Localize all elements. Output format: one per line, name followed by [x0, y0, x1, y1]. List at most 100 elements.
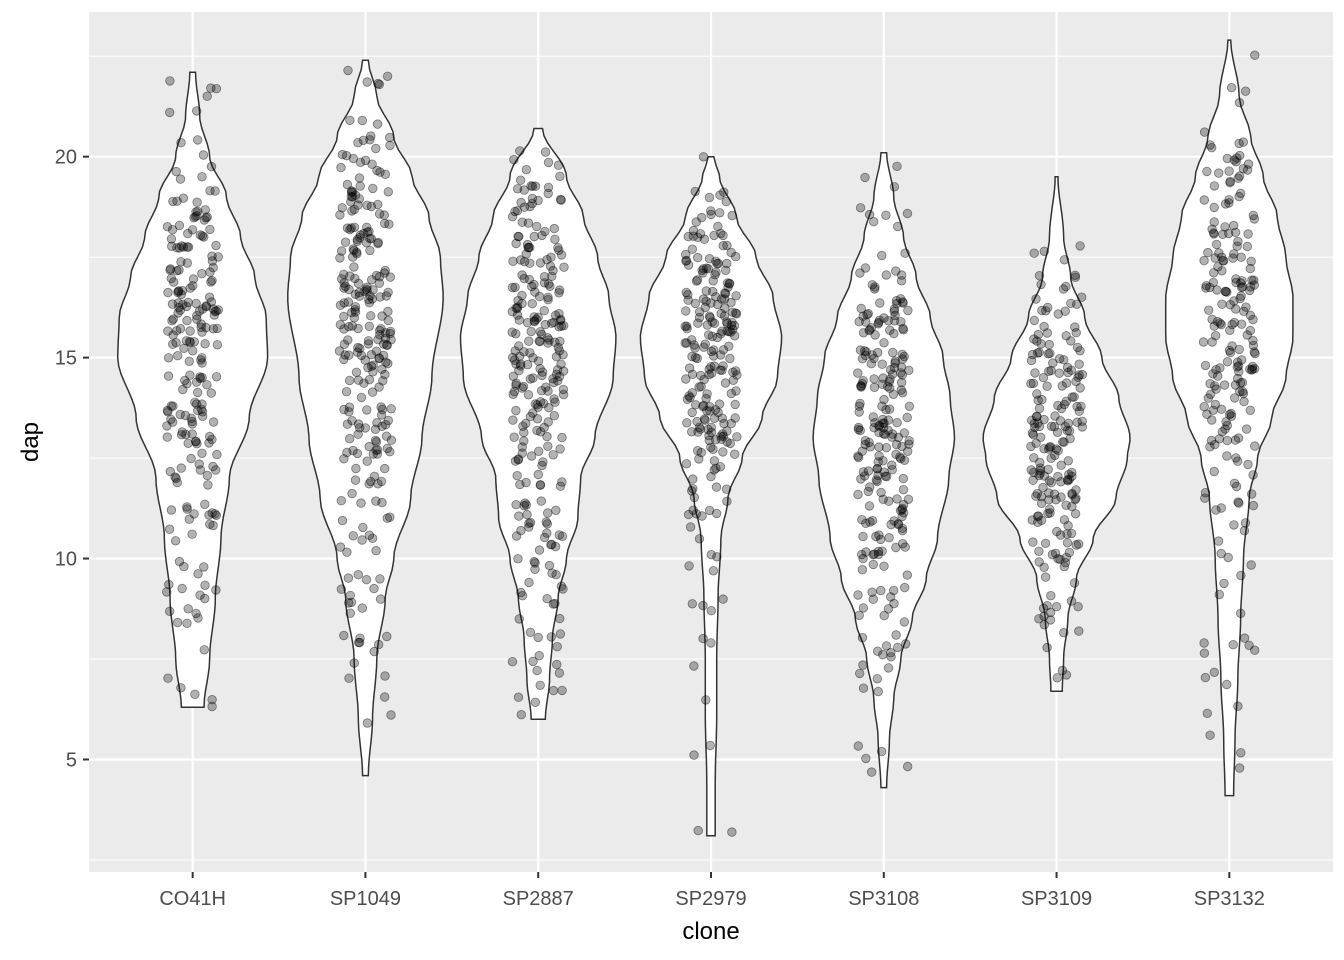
data-point — [1224, 345, 1235, 356]
data-point — [529, 316, 540, 326]
data-point — [869, 549, 880, 559]
data-point — [1249, 645, 1260, 655]
data-point — [382, 443, 393, 454]
data-point — [514, 614, 524, 624]
data-point — [344, 673, 354, 683]
data-point — [171, 326, 182, 336]
data-point — [720, 303, 730, 313]
data-point — [1036, 498, 1047, 509]
data-point — [1208, 369, 1218, 379]
data-point — [1026, 415, 1037, 426]
data-point — [1077, 416, 1087, 427]
data-point — [376, 402, 386, 412]
data-point — [513, 554, 523, 564]
data-point — [877, 250, 887, 261]
data-point — [853, 452, 864, 463]
data-point — [1028, 378, 1039, 389]
data-point — [171, 338, 181, 348]
data-point — [723, 282, 733, 293]
data-point — [1248, 340, 1259, 351]
data-point — [1240, 518, 1251, 528]
data-point — [551, 352, 562, 362]
data-point — [867, 587, 877, 597]
data-point — [904, 365, 914, 376]
data-point — [1036, 492, 1047, 502]
data-point — [706, 427, 717, 438]
data-point — [1211, 239, 1222, 250]
data-point — [681, 287, 692, 298]
data-point — [337, 515, 348, 526]
data-point — [512, 302, 523, 312]
data-point — [878, 650, 888, 660]
data-point — [206, 277, 216, 287]
data-point — [202, 380, 212, 390]
data-point — [1040, 572, 1051, 582]
data-point — [717, 365, 727, 376]
y-tick-label: 5 — [66, 749, 77, 771]
data-point — [715, 462, 726, 472]
data-point — [689, 661, 699, 671]
data-point — [374, 353, 384, 363]
data-point — [204, 292, 215, 302]
data-point — [1222, 287, 1232, 297]
data-point — [1246, 256, 1256, 267]
data-point — [1029, 453, 1039, 463]
data-point — [1231, 277, 1241, 288]
data-point — [708, 444, 718, 455]
data-point — [885, 374, 895, 384]
data-point — [372, 119, 383, 129]
data-point — [889, 328, 899, 339]
data-point — [867, 516, 878, 526]
data-point — [514, 231, 524, 242]
data-point — [1214, 434, 1225, 444]
data-point — [516, 525, 526, 536]
data-point — [514, 315, 525, 325]
data-point — [1032, 389, 1042, 399]
data-point — [1229, 249, 1239, 259]
data-point — [1233, 236, 1243, 247]
data-point — [1217, 427, 1228, 437]
data-point — [522, 239, 533, 250]
data-point — [891, 449, 901, 460]
data-point — [888, 429, 898, 439]
data-point — [554, 346, 565, 356]
data-point — [732, 432, 742, 442]
data-point — [855, 345, 866, 355]
data-point — [535, 480, 546, 490]
data-point — [864, 325, 874, 336]
data-point — [1044, 339, 1054, 350]
data-point — [871, 475, 882, 485]
data-point — [704, 192, 715, 203]
data-point — [335, 320, 346, 330]
data-point — [730, 331, 740, 341]
data-point — [853, 590, 863, 600]
data-point — [898, 297, 908, 307]
data-point — [1225, 300, 1236, 310]
data-point — [173, 308, 183, 318]
data-point — [1215, 318, 1225, 328]
data-point — [693, 252, 703, 263]
data-point — [1234, 498, 1244, 508]
data-point — [866, 323, 877, 333]
data-point — [879, 394, 889, 405]
data-point — [873, 470, 883, 481]
data-point — [543, 279, 554, 289]
data-point — [556, 359, 566, 369]
data-point — [371, 143, 381, 154]
data-point — [1227, 319, 1237, 330]
data-point — [521, 500, 532, 510]
data-point — [1199, 127, 1210, 137]
data-point — [543, 295, 553, 305]
data-point — [878, 429, 889, 439]
data-point — [685, 363, 695, 373]
data-point — [366, 476, 376, 487]
data-point — [858, 376, 868, 386]
data-point — [340, 350, 350, 360]
data-point — [878, 456, 888, 466]
data-point — [346, 191, 357, 202]
data-point — [192, 197, 202, 207]
data-point — [513, 692, 524, 702]
data-point — [349, 245, 359, 256]
data-point — [1070, 494, 1080, 505]
data-point — [542, 255, 552, 265]
